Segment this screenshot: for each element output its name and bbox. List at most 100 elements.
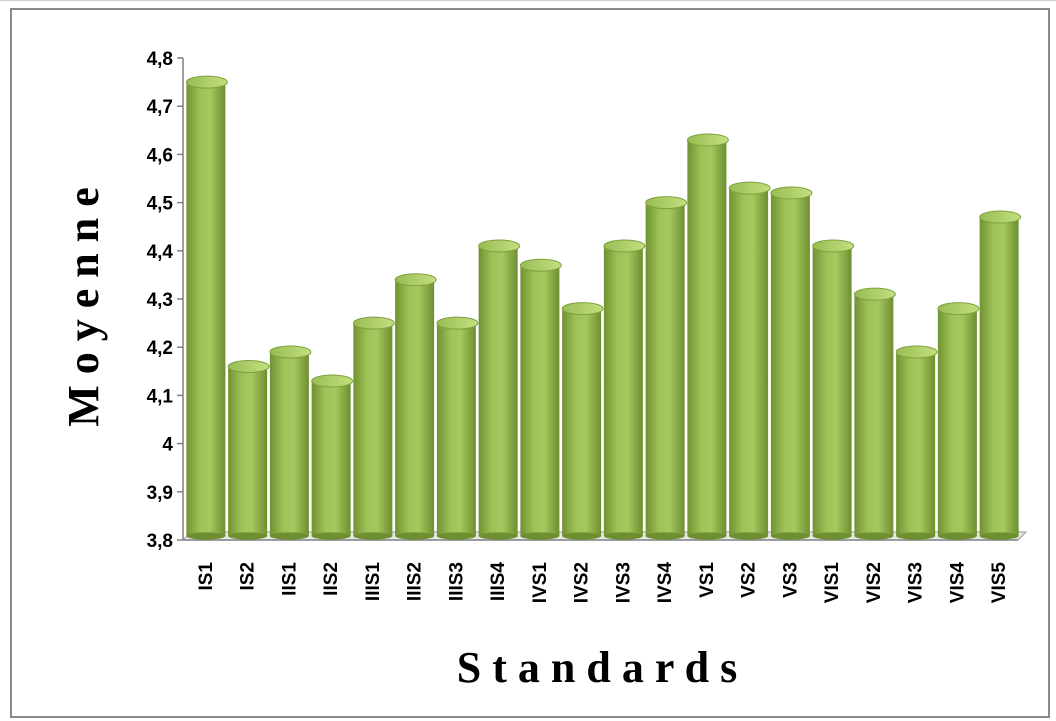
bars <box>185 75 1022 540</box>
bar-IVS2 <box>561 302 604 540</box>
x-tick-label: VS1 <box>697 562 718 598</box>
x-category-labels: IS1 IS2 IIS1 IIS2 IIIS1 IIIS2 IIIS3 IIIS4 IVS1 IV… <box>196 562 1010 604</box>
bar-VIS3 <box>895 345 938 540</box>
bar-base <box>436 532 476 540</box>
bar-IIIS4 <box>478 239 521 540</box>
bar-VS2 <box>728 181 771 540</box>
bar-VS3 <box>770 186 813 540</box>
y-tick-label: 4,4 <box>147 242 174 263</box>
bar-base <box>812 532 852 540</box>
bar-body <box>186 82 226 536</box>
bar-body <box>228 366 268 536</box>
bar-VS1 <box>686 133 729 540</box>
bar-base <box>395 532 435 540</box>
bar-body <box>687 139 727 536</box>
bar-top <box>937 302 980 316</box>
x-tick-label: VIS3 <box>906 562 927 603</box>
bar-IIIS3 <box>436 316 479 540</box>
bar-top <box>853 287 896 301</box>
bar-base <box>562 532 602 540</box>
bar-top <box>686 133 729 147</box>
x-tick-label: IVS4 <box>655 562 676 604</box>
bar-VIS1 <box>812 239 855 540</box>
x-tick-label: IVS2 <box>572 562 593 603</box>
x-tick-label: VIS5 <box>989 562 1010 604</box>
bar-base <box>186 532 226 540</box>
bar-VIS5 <box>979 210 1022 540</box>
bar-IVS4 <box>645 196 688 540</box>
bar-base <box>603 532 643 540</box>
bar-base <box>687 532 727 540</box>
y-tick-label: 4,6 <box>147 145 173 166</box>
bar-body <box>603 245 643 537</box>
bar-base <box>228 532 268 540</box>
bar-base <box>896 532 936 540</box>
bar-body <box>770 192 810 536</box>
bar-base <box>520 532 560 540</box>
bar-IVS1 <box>519 258 562 540</box>
bar-VIS4 <box>937 302 980 540</box>
top-rule <box>0 0 1056 1</box>
bar-base <box>478 532 518 540</box>
bar-body <box>562 308 602 536</box>
bar-top <box>519 258 562 272</box>
bar-top <box>478 239 521 253</box>
x-axis-title: S t a n d a r d s <box>457 643 737 692</box>
bar-body <box>269 352 309 536</box>
y-tick-label: 4,5 <box>147 194 174 215</box>
y-tick-label: 4,1 <box>147 386 174 407</box>
y-tick-label: 4,7 <box>147 97 173 118</box>
bar-top <box>352 316 395 330</box>
x-tick-label: IIIS4 <box>488 562 509 602</box>
bar-top <box>436 316 479 330</box>
bar-body <box>812 245 852 537</box>
x-tick-label: VIS1 <box>822 562 843 604</box>
x-tick-label: IIIS3 <box>446 562 467 601</box>
bar-body <box>478 245 518 537</box>
bar-top <box>812 239 855 253</box>
bar-base <box>770 532 810 540</box>
bar-top <box>728 181 771 195</box>
y-tick-label: 4,2 <box>147 338 173 359</box>
bar-IIIS2 <box>394 273 437 540</box>
bar-top <box>311 374 354 388</box>
bar-body <box>854 294 894 536</box>
x-tick-label: VS2 <box>739 562 760 598</box>
bar-top <box>561 302 604 316</box>
bar-IIS2 <box>311 374 354 540</box>
y-tick-label: 3,8 <box>147 531 173 552</box>
x-tick-label: IVS3 <box>613 562 634 603</box>
bar-top <box>979 210 1022 224</box>
bar-top <box>269 345 312 359</box>
bar-base <box>645 532 685 540</box>
x-tick-label: IIIS1 <box>363 562 384 602</box>
bar-body <box>979 217 1019 536</box>
bar-IS1 <box>185 75 228 540</box>
bar-top <box>394 273 437 287</box>
bar-body <box>520 265 560 536</box>
bar-top <box>603 239 646 253</box>
y-tick-label: 3,9 <box>147 483 173 504</box>
bar-top <box>185 75 228 89</box>
bar-IS2 <box>227 359 270 540</box>
bar-body <box>729 188 769 536</box>
y-tick-label: 4,3 <box>147 290 173 311</box>
y-axis-title: M o y e n n e <box>59 187 108 427</box>
x-tick-label: VIS4 <box>947 562 968 604</box>
x-tick-label: IVS1 <box>530 562 551 604</box>
bar-base <box>979 532 1019 540</box>
bar-base <box>353 532 393 540</box>
bar-base <box>854 532 894 540</box>
bar-IIIS1 <box>352 316 395 540</box>
bar-body <box>311 380 351 536</box>
bar-base <box>729 532 769 540</box>
bar-IIS1 <box>269 345 312 540</box>
bar-top <box>645 196 688 210</box>
x-tick-label: VS3 <box>780 562 801 598</box>
bar-body <box>645 202 685 536</box>
bar-base <box>269 532 309 540</box>
bar-body <box>896 352 936 536</box>
x-tick-label: IS2 <box>238 562 259 591</box>
bar-base <box>937 532 977 540</box>
